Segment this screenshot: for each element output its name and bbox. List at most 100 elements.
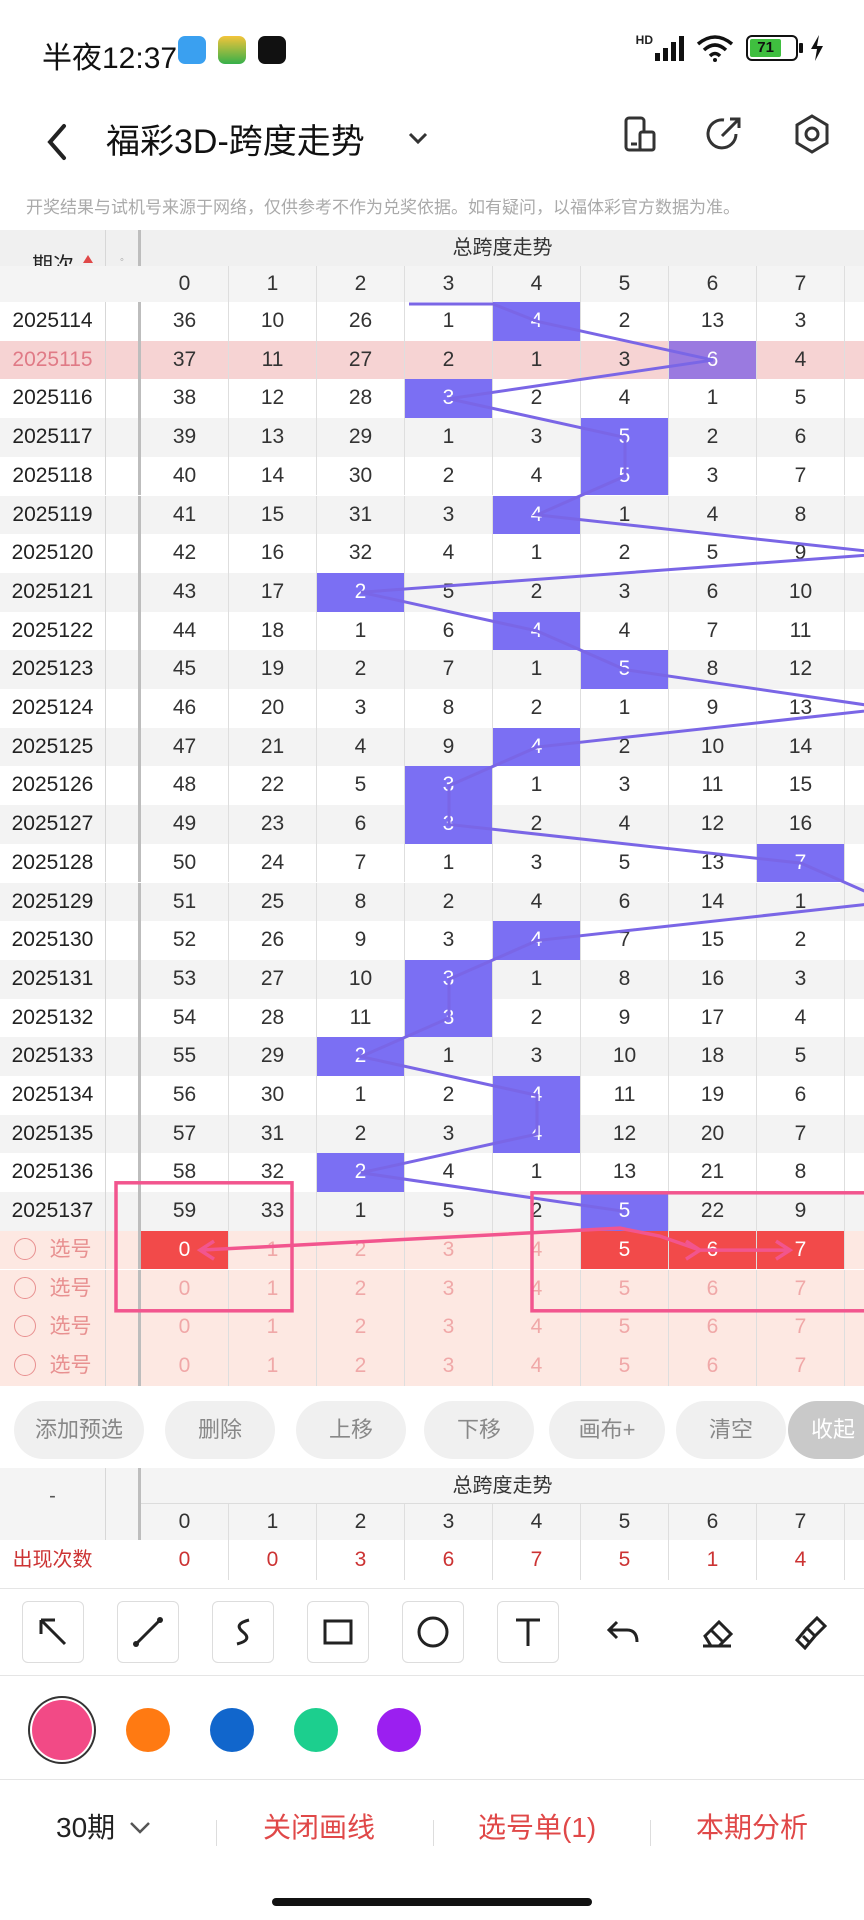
share-icon[interactable]	[700, 110, 748, 158]
close-lines-button[interactable]: 关闭画线	[263, 1812, 376, 1843]
pick-row[interactable]: 选号 0 1 2 3 4 5 6 7	[0, 1230, 864, 1270]
period-number: 2025121	[11, 579, 94, 603]
delete-button[interactable]: 删除	[165, 1401, 275, 1459]
move-down-button[interactable]: 下移	[424, 1401, 534, 1459]
color-swatch[interactable]	[126, 1708, 170, 1752]
radio-icon[interactable]	[13, 1315, 36, 1338]
text-tool[interactable]	[497, 1601, 559, 1663]
pick-label: 选号	[49, 1315, 92, 1339]
period-selector[interactable]: 30期	[56, 1806, 153, 1846]
omission-cell: 16	[757, 805, 845, 844]
pick-cell[interactable]: 0	[141, 1269, 229, 1309]
radio-icon[interactable]	[13, 1353, 36, 1376]
add-preselect-button[interactable]: 添加预选	[14, 1401, 144, 1459]
arrow-icon	[39, 1618, 67, 1646]
pick-cell[interactable]: 2	[317, 1230, 405, 1270]
arrow-tool[interactable]	[22, 1601, 84, 1663]
color-swatch[interactable]	[210, 1708, 254, 1752]
omission-cell: 49	[141, 805, 229, 844]
pick-cell[interactable]: 1	[229, 1308, 317, 1347]
pick-cell-selected[interactable]: 0	[141, 1230, 229, 1270]
canvas-plus-button[interactable]: 画布+	[549, 1401, 665, 1459]
pick-cell[interactable]: 3	[405, 1269, 493, 1309]
settings-icon[interactable]	[788, 110, 836, 158]
color-swatch[interactable]	[32, 1700, 92, 1760]
omission-cell: 50	[141, 843, 229, 883]
pick-cell[interactable]: 5	[581, 1308, 669, 1347]
line-tool[interactable]	[117, 1601, 179, 1663]
pick-cell[interactable]: 5	[581, 1269, 669, 1309]
move-up-button[interactable]: 上移	[296, 1401, 406, 1459]
curve-tool[interactable]	[212, 1601, 274, 1663]
pick-list-button[interactable]: 选号单(1)	[478, 1812, 597, 1843]
pick-cell[interactable]: 3	[405, 1346, 493, 1386]
omission-cell: 12	[757, 650, 845, 689]
pick-cell[interactable]: 7	[757, 1346, 845, 1386]
circle-tool[interactable]	[402, 1601, 464, 1663]
app-header: 福彩3D-跨度走势	[0, 100, 864, 190]
pick-label: 选号	[49, 1353, 92, 1377]
pick-cell[interactable]: 2	[317, 1346, 405, 1386]
radio-icon[interactable]	[13, 1237, 36, 1260]
pick-cell-selected[interactable]: 5	[581, 1230, 669, 1270]
eraser-tool[interactable]	[686, 1601, 748, 1663]
table-row: 2025130 52 26 9 3 4 7 15 2	[0, 921, 864, 960]
pick-cell[interactable]: 1	[229, 1230, 317, 1270]
table-row: 2025124 46 20 3 8 2 1 9 13	[0, 689, 864, 728]
pick-cell[interactable]: 0	[141, 1346, 229, 1386]
pick-cell[interactable]: 2	[317, 1269, 405, 1309]
layout-switch-icon[interactable]	[616, 110, 664, 158]
back-icon[interactable]	[38, 112, 78, 172]
radio-icon[interactable]	[13, 1276, 36, 1299]
period-number: 2025135	[11, 1121, 94, 1145]
pick-row[interactable]: 选号 0 1 2 3 4 5 6 7	[0, 1346, 864, 1386]
period-number: 2025129	[11, 889, 94, 913]
period-number: 2025132	[11, 1005, 94, 1029]
pick-cell[interactable]: 5	[581, 1346, 669, 1386]
omission-cell: 2	[493, 572, 581, 612]
chevron-down-icon[interactable]	[404, 124, 432, 152]
omission-cell: 54	[141, 998, 229, 1038]
omission-cell: 53	[141, 959, 229, 999]
pick-cell[interactable]: 1	[229, 1269, 317, 1309]
page-title[interactable]: 福彩3D-跨度走势	[106, 123, 365, 161]
pick-cell[interactable]: 7	[757, 1308, 845, 1347]
pick-cell[interactable]: 4	[493, 1346, 581, 1386]
pick-cell[interactable]: 6	[669, 1269, 757, 1309]
pick-row[interactable]: 选号 0 1 2 3 4 5 6 7	[0, 1308, 864, 1347]
pick-row-label[interactable]: 选号	[0, 1347, 105, 1386]
pick-cell[interactable]: 6	[669, 1308, 757, 1347]
table-row: 2025132 54 28 11 3 2 9 17 4	[0, 998, 864, 1038]
pick-row-label[interactable]: 选号	[0, 1308, 105, 1347]
color-swatch[interactable]	[294, 1708, 338, 1752]
clear-tool[interactable]	[780, 1601, 842, 1663]
pick-cell[interactable]: 1	[229, 1346, 317, 1386]
color-swatch[interactable]	[377, 1708, 421, 1752]
omission-cell: 19	[229, 650, 317, 689]
hit-cell: 4	[493, 495, 581, 535]
table-row: 2025114 36 10 26 1 4 2 13 3	[0, 302, 864, 341]
summary-column-2: 2	[317, 1504, 405, 1540]
pick-row-label[interactable]: 选号	[0, 1270, 105, 1309]
pick-cell[interactable]: 4	[493, 1269, 581, 1309]
collapse-button[interactable]: 收起	[788, 1401, 864, 1459]
omission-cell: 3	[581, 340, 669, 380]
omission-cell: 3	[405, 1114, 493, 1154]
pick-row-label[interactable]: 选号	[0, 1231, 105, 1270]
pick-row[interactable]: 选号 0 1 2 3 4 5 6 7	[0, 1269, 864, 1309]
pick-cell[interactable]: 2	[317, 1308, 405, 1347]
pick-cell[interactable]: 3	[405, 1230, 493, 1270]
pick-cell-selected[interactable]: 7	[757, 1230, 845, 1270]
rectangle-tool[interactable]	[307, 1601, 369, 1663]
pick-cell[interactable]: 6	[669, 1346, 757, 1386]
pick-cell[interactable]: 0	[141, 1308, 229, 1347]
undo-tool[interactable]	[592, 1601, 654, 1663]
pick-cell[interactable]: 4	[493, 1230, 581, 1270]
pick-cell[interactable]: 4	[493, 1308, 581, 1347]
pick-cell-selected[interactable]: 6	[669, 1230, 757, 1270]
pick-cell[interactable]: 7	[757, 1269, 845, 1309]
clear-button[interactable]: 清空	[676, 1401, 786, 1459]
pick-cell[interactable]: 3	[405, 1308, 493, 1347]
period-analysis-button[interactable]: 本期分析	[696, 1812, 809, 1843]
